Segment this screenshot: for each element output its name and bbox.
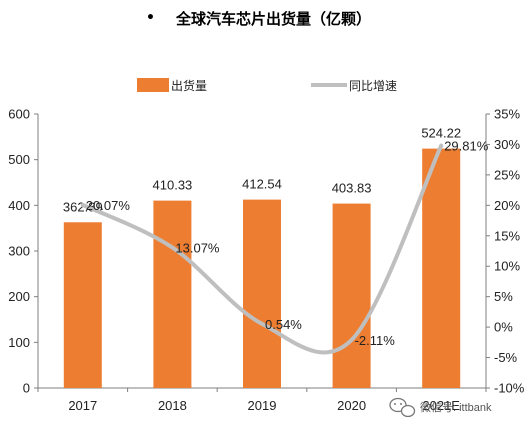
growth-value-label: -2.11% (355, 333, 396, 348)
watermark-text: 微信号: ittbank (420, 400, 492, 414)
right-tick-label: -5% (494, 350, 518, 365)
legend-swatch-bar (137, 78, 169, 92)
x-tick-label: 2020 (337, 398, 366, 413)
x-tick-label: 2019 (248, 398, 277, 413)
x-axis-ticks: 2017 2018 2019 2020 2021E (37, 388, 487, 413)
left-tick-label: 600 (8, 107, 30, 122)
left-axis-ticks: 0 100 200 300 400 500 600 (8, 107, 38, 396)
left-tick-label: 200 (8, 289, 30, 304)
right-axis-ticks: -10% -5% 0% 5% 10% 15% 20% 25% 30% 35% (486, 107, 525, 396)
right-tick-label: 0% (494, 320, 513, 335)
right-tick-label: 10% (494, 259, 520, 274)
right-tick-label: -10% (494, 381, 525, 396)
legend-label-line: 同比增速 (349, 79, 397, 93)
chart-title-group: • 全球汽车芯片出货量（亿颗） (146, 10, 371, 28)
title-bullet: • (146, 10, 155, 26)
growth-value-label: 20.07% (86, 198, 131, 213)
bar (153, 200, 192, 388)
left-tick-label: 0 (23, 381, 30, 396)
bar (243, 199, 281, 388)
legend: 出货量 同比增速 (137, 78, 397, 93)
x-tick-label: 2018 (158, 398, 187, 413)
watermark: 微信号: ittbank (389, 397, 492, 418)
bar-value-label: 524.22 (421, 126, 461, 141)
bar-value-label: 412.54 (242, 177, 282, 192)
bar (332, 203, 371, 388)
right-tick-label: 15% (494, 228, 520, 243)
bar-series (63, 148, 461, 388)
wechat-icon (389, 397, 416, 418)
left-tick-label: 100 (8, 335, 30, 350)
bar (422, 148, 461, 388)
left-tick-label: 400 (8, 198, 30, 213)
chart-title: 全球汽车芯片出货量（亿颗） (175, 10, 371, 28)
left-tick-label: 300 (8, 244, 30, 259)
growth-value-label: 0.54% (265, 317, 302, 332)
x-tick-label: 2017 (68, 398, 97, 413)
legend-label-bar: 出货量 (171, 78, 207, 93)
x-tick-label: 2021E (422, 398, 460, 413)
right-tick-label: 5% (494, 289, 513, 304)
line-data-labels: 20.07% 13.07% 0.54% -2.11% 29.81% (86, 139, 489, 348)
growth-line (80, 143, 444, 355)
bar-value-label: 410.33 (153, 178, 193, 193)
growth-value-label: 13.07% (175, 241, 220, 256)
right-tick-label: 25% (494, 167, 520, 182)
right-tick-label: 35% (494, 107, 520, 122)
bar (63, 222, 102, 388)
right-tick-label: 20% (494, 198, 520, 213)
growth-value-label: 29.81% (444, 139, 489, 154)
line-series (80, 143, 444, 355)
left-tick-label: 500 (8, 152, 30, 167)
right-tick-label: 30% (494, 137, 520, 152)
bar-value-label: 403.83 (332, 181, 372, 196)
